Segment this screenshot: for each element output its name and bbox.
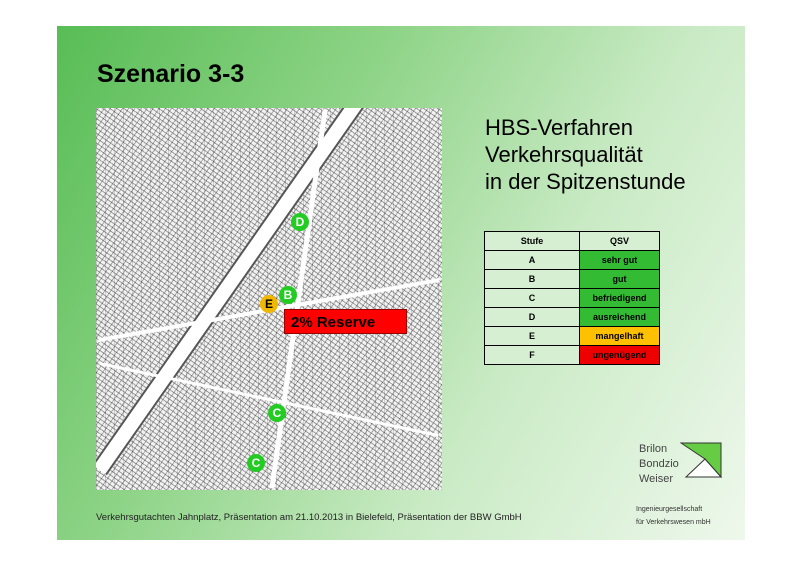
qsv-table: Stufe QSV A sehr gut B gut C befriedigend D… xyxy=(484,231,660,365)
table-row: C befriedigend xyxy=(484,288,660,308)
reserve-callout: 2% Reserve xyxy=(284,309,407,334)
header-qsv: QSV xyxy=(579,231,660,251)
stufe-cell: C xyxy=(484,288,580,308)
stufe-cell: D xyxy=(484,307,580,327)
footer-text: Verkehrsgutachten Jahnplatz, Präsentatio… xyxy=(96,512,522,523)
logo-line: Weiser xyxy=(639,473,674,485)
stufe-cell: E xyxy=(484,326,580,346)
stufe-cell: B xyxy=(484,269,580,289)
company-name: Ingenieurgesellschaft für Verkehrswesen … xyxy=(636,503,711,529)
logo-line: Brilon xyxy=(639,443,668,455)
bbw-logo-icon xyxy=(680,442,722,478)
marker-c: C xyxy=(247,454,265,472)
heading-line: Verkehrsqualität xyxy=(485,142,643,167)
stufe-cell: A xyxy=(484,250,580,270)
logo-line: Bondzio xyxy=(639,458,679,470)
stufe-cell: F xyxy=(484,345,580,365)
table-row: F ungenügend xyxy=(484,345,660,365)
marker-e: E xyxy=(260,295,278,313)
marker-d: D xyxy=(291,213,309,231)
table-row: B gut xyxy=(484,269,660,289)
qsv-cell: befriedigend xyxy=(579,288,660,308)
qsv-cell: ungenügend xyxy=(579,345,660,365)
company-line: Ingenieurgesellschaft xyxy=(636,506,703,513)
marker-c: C xyxy=(268,404,286,422)
qsv-cell: ausreichend xyxy=(579,307,660,327)
heading-line: HBS-Verfahren xyxy=(485,115,633,140)
qsv-cell: sehr gut xyxy=(579,250,660,270)
table-row: E mangelhaft xyxy=(484,326,660,346)
company-logo-text: Brilon Bondzio Weiser xyxy=(639,442,679,487)
table-row: D ausreichend xyxy=(484,307,660,327)
slide-title: Szenario 3-3 xyxy=(97,60,245,88)
header-stufe: Stufe xyxy=(484,231,580,251)
qsv-cell: mangelhaft xyxy=(579,326,660,346)
table-header-row: Stufe QSV xyxy=(484,231,660,251)
qsv-cell: gut xyxy=(579,269,660,289)
marker-b: B xyxy=(279,286,297,304)
railway-line xyxy=(96,108,371,476)
table-row: A sehr gut xyxy=(484,250,660,270)
heading-line: in der Spitzenstunde xyxy=(485,169,686,194)
company-line: für Verkehrswesen mbH xyxy=(636,519,711,526)
slide-heading: HBS-Verfahren Verkehrsqualität in der Sp… xyxy=(485,114,686,195)
